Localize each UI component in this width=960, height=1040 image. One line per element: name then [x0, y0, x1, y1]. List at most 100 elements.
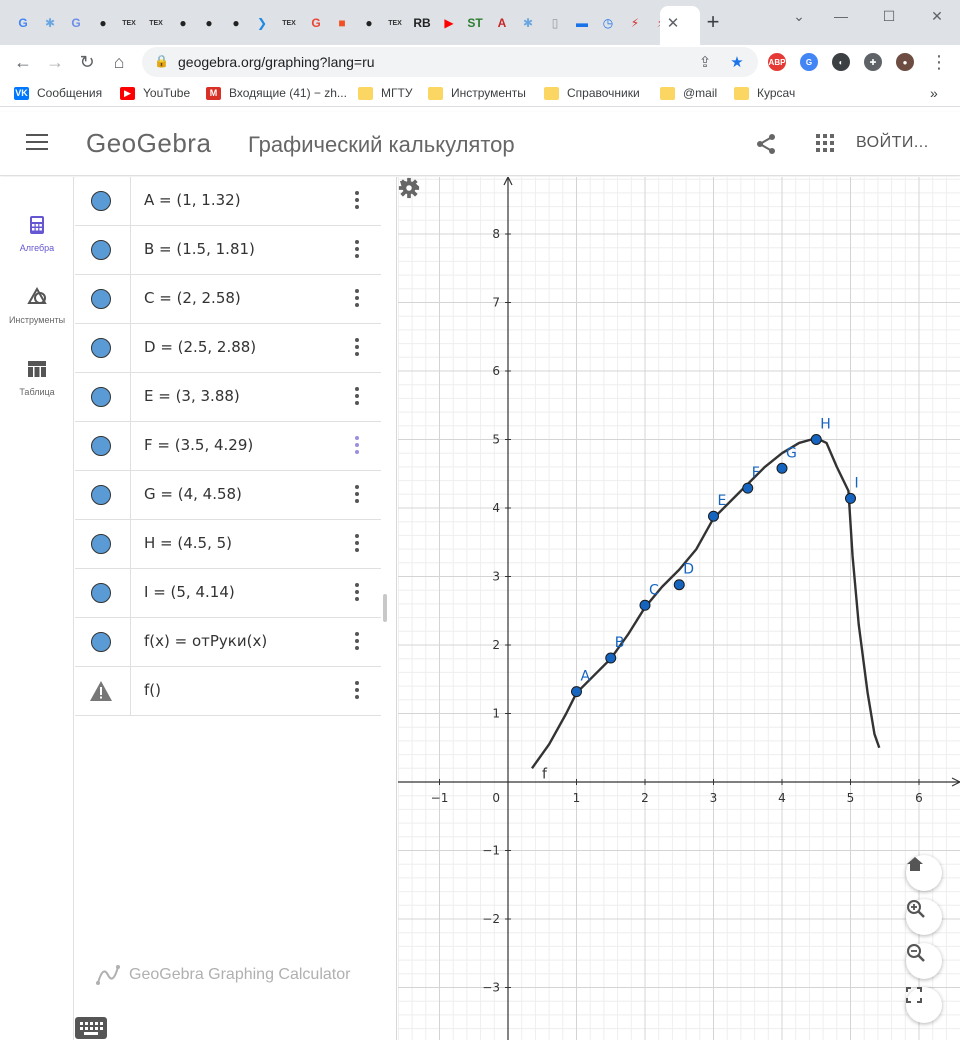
visibility-marble[interactable]	[75, 471, 131, 519]
algebra-expression[interactable]: B = (1.5, 1.81)	[144, 240, 255, 258]
zoom-out-button[interactable]	[906, 943, 942, 979]
chat-icon[interactable]: ▬	[576, 16, 588, 30]
marble-dot[interactable]	[91, 485, 111, 505]
marble-dot[interactable]	[91, 191, 111, 211]
keyboard-icon[interactable]	[75, 1017, 107, 1039]
point-E[interactable]	[708, 510, 719, 522]
chevron-down-icon[interactable]: ⌄	[793, 7, 805, 24]
puzzle-tile-icon[interactable]: ✱	[522, 16, 534, 30]
active-tab[interactable]	[660, 6, 700, 45]
point-I[interactable]	[845, 492, 856, 504]
more-options-icon[interactable]	[351, 485, 363, 505]
algebra-expression[interactable]: A = (1, 1.32)	[144, 191, 241, 209]
translate-icon[interactable]: G	[800, 53, 818, 71]
settings-gear-icon[interactable]	[398, 177, 420, 199]
algebra-expression[interactable]: H = (4.5, 5)	[144, 534, 233, 552]
geogebra-logo[interactable]: GeoGebra	[86, 128, 212, 158]
tex-icon[interactable]: TEX	[149, 19, 163, 27]
point-H[interactable]	[810, 434, 822, 445]
visibility-marble[interactable]	[75, 618, 131, 666]
github-icon[interactable]: ●	[99, 16, 107, 30]
rail-item-algebra[interactable]: Алгебра	[0, 215, 74, 279]
adblock-icon[interactable]: ABP	[768, 53, 786, 71]
visibility-marble[interactable]	[75, 324, 131, 372]
algebra-row[interactable]: G = (4, 4.58)	[75, 471, 381, 520]
algebra-row[interactable]: f()	[75, 667, 381, 716]
error-marble[interactable]	[75, 667, 131, 715]
history-icon[interactable]: ◷	[602, 16, 614, 30]
more-options-icon[interactable]	[351, 681, 363, 701]
visibility-marble[interactable]	[75, 569, 131, 617]
marble-dot[interactable]	[91, 436, 111, 456]
more-options-icon[interactable]	[351, 436, 363, 456]
forward-button[interactable]: →	[46, 51, 64, 72]
bookmark-item[interactable]: @mail	[660, 84, 717, 102]
coordinate-plane[interactable]: −1 1 2 3 4 5 6 −3 −2 −1 1 2 3 4 5 6 7 8 0 f A B C D E F G H I	[398, 177, 960, 1040]
maximize-button[interactable]: ☐	[882, 7, 896, 24]
algebra-row[interactable]: C = (2, 2.58)	[75, 275, 381, 324]
visibility-marble[interactable]	[75, 373, 131, 421]
marble-dot[interactable]	[91, 240, 111, 260]
close-window-button[interactable]: ✕	[931, 7, 943, 24]
visibility-marble[interactable]	[75, 226, 131, 274]
marble-dot[interactable]	[91, 583, 111, 603]
menu-icon[interactable]	[26, 134, 48, 152]
font-icon[interactable]: A	[497, 16, 507, 30]
github-icon[interactable]: ●	[205, 16, 213, 30]
algebra-row[interactable]: A = (1, 1.32)	[75, 177, 381, 226]
home-button[interactable]: ⌂	[113, 51, 125, 72]
fullscreen-button[interactable]	[906, 987, 942, 1023]
algebra-row[interactable]: H = (4.5, 5)	[75, 520, 381, 569]
algebra-expression[interactable]: f(x) = отРуки(x)	[144, 632, 268, 650]
url-text[interactable]: geogebra.org/graphing?lang=ru	[178, 54, 375, 70]
algebra-expression[interactable]: D = (2.5, 2.88)	[144, 338, 257, 356]
more-options-icon[interactable]	[351, 289, 363, 309]
bookmark-item[interactable]: Курсач	[734, 84, 795, 102]
google-icon[interactable]: G	[311, 16, 321, 30]
algebra-expression[interactable]: E = (3, 3.88)	[144, 387, 240, 405]
point-G[interactable]	[776, 462, 788, 474]
algebra-row[interactable]: f(x) = отРуки(x)	[75, 618, 381, 667]
algebra-expression[interactable]: I = (5, 4.14)	[144, 583, 235, 601]
scrollbar-thumb[interactable]	[383, 594, 387, 622]
vscode-icon[interactable]: ❯	[256, 16, 268, 30]
youtube-icon[interactable]: ▶	[444, 16, 454, 30]
bookmark-star-icon[interactable]: ★	[730, 54, 744, 71]
more-options-icon[interactable]	[351, 338, 363, 358]
google-icon[interactable]: G	[18, 16, 28, 30]
marble-dot[interactable]	[91, 387, 111, 407]
marble-dot[interactable]	[91, 632, 111, 652]
more-options-icon[interactable]	[351, 632, 363, 652]
github-icon[interactable]: ●	[179, 16, 187, 30]
rb-icon[interactable]: RB	[413, 16, 431, 30]
github-icon[interactable]: ●	[232, 16, 240, 30]
close-tab-icon[interactable]: ✕	[666, 15, 680, 32]
tex-icon[interactable]: TEX	[388, 19, 402, 27]
marble-dot[interactable]	[91, 338, 111, 358]
function-f-curve[interactable]	[530, 436, 881, 769]
point-C[interactable]	[639, 599, 651, 611]
bookmark-item[interactable]: Справочники	[544, 84, 640, 102]
point-A[interactable]	[571, 686, 582, 698]
visibility-marble[interactable]	[75, 275, 131, 323]
share-icon[interactable]	[754, 132, 778, 156]
puzzle-tile-icon[interactable]: ✱	[44, 16, 56, 30]
microsoft-icon[interactable]: ■	[338, 16, 346, 30]
point-B[interactable]	[605, 652, 617, 664]
bolt-icon[interactable]: ⚡	[630, 16, 640, 30]
visibility-marble[interactable]	[75, 422, 131, 470]
zoom-in-button[interactable]	[906, 899, 942, 935]
tex-icon[interactable]: TEX	[122, 19, 136, 27]
login-button[interactable]: ВОЙТИ...	[856, 134, 929, 151]
github-icon[interactable]: ●	[365, 16, 373, 30]
algebra-expression[interactable]: F = (3.5, 4.29)	[144, 436, 254, 454]
algebra-expression[interactable]: f()	[144, 681, 161, 699]
minimize-button[interactable]: —	[834, 8, 848, 24]
home-view-button[interactable]	[906, 855, 942, 891]
bookmark-item[interactable]: МГТУ	[358, 84, 412, 102]
new-tab-button[interactable]: +	[706, 9, 720, 34]
marble-dot[interactable]	[91, 534, 111, 554]
password-icon[interactable]: ◐	[832, 53, 850, 71]
algebra-expression[interactable]: C = (2, 2.58)	[144, 289, 241, 307]
algebra-row[interactable]: F = (3.5, 4.29)	[75, 422, 381, 471]
